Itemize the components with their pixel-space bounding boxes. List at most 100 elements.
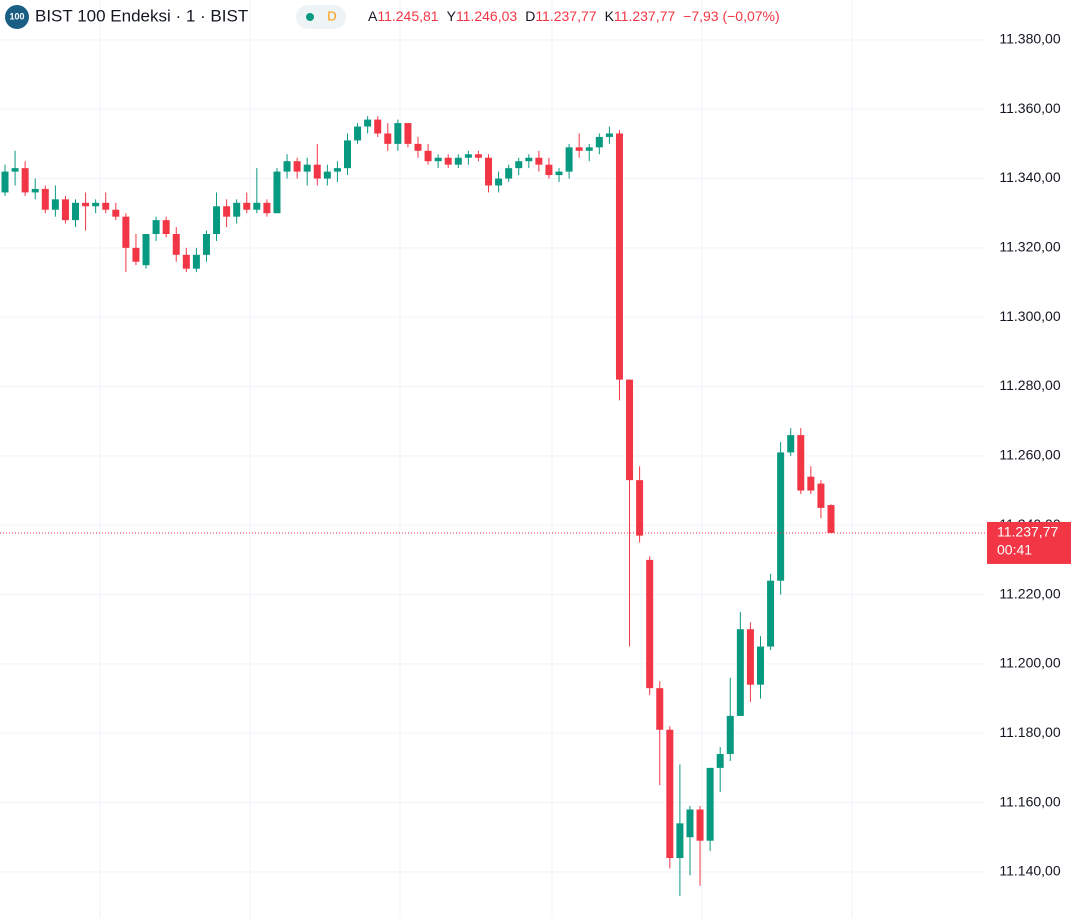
last-price-label: 11.237,77 xyxy=(997,524,1058,540)
y-tick-label: 11.260,00 xyxy=(999,447,1060,463)
candle-body xyxy=(202,234,210,255)
candle-body xyxy=(323,171,331,179)
candle-body xyxy=(333,168,341,172)
candle-body xyxy=(605,133,613,137)
candle-body xyxy=(807,476,815,491)
last-price-tag xyxy=(987,521,1071,564)
legend-header: 100 BIST 100 Endeksi · 1 · BIST D A11.24… xyxy=(5,5,780,29)
candle-body xyxy=(213,206,221,235)
candle-body xyxy=(636,480,644,536)
candle-body xyxy=(31,188,39,193)
candle-body xyxy=(746,629,754,685)
candle-body xyxy=(626,379,634,481)
ohlc-values: A11.245,81 Y11.246,03 D11.237,77 K11.237,77… xyxy=(368,8,780,24)
candle-body xyxy=(797,435,805,491)
symbol-title[interactable]: BIST 100 Endeksi · 1 · BIST xyxy=(35,6,248,25)
price-axis: 11.140,00 11.160,00 11.180,00 11.200,00 11.2… xyxy=(985,0,1071,918)
candle-body xyxy=(122,216,130,248)
candle-body xyxy=(404,123,412,144)
candle-body xyxy=(827,505,835,533)
candle-body xyxy=(444,157,452,165)
candle-body xyxy=(172,234,180,255)
ohlc-key: A xyxy=(368,8,378,24)
candle-body xyxy=(293,161,301,172)
candle-body xyxy=(233,202,241,217)
candle-body xyxy=(535,157,543,165)
candle-body xyxy=(474,154,482,158)
time-grid xyxy=(99,0,853,918)
candle-body xyxy=(585,147,593,151)
candle-body xyxy=(686,809,694,838)
candle-body xyxy=(112,209,120,217)
candle-body xyxy=(313,164,321,179)
candle-body xyxy=(364,119,372,127)
candle-body xyxy=(243,202,251,210)
y-tick-label: 11.360,00 xyxy=(999,100,1060,116)
candle-body xyxy=(787,435,795,453)
candle-body xyxy=(424,150,432,162)
ohlc-value: 11.246,03 xyxy=(456,8,517,24)
y-tick-label: 11.340,00 xyxy=(999,169,1060,185)
grid xyxy=(0,39,985,873)
candle-body xyxy=(273,171,281,214)
candle-body xyxy=(696,809,704,841)
countdown-label: 00:41 xyxy=(997,542,1032,558)
candle-body xyxy=(253,202,261,210)
candle-body xyxy=(525,157,533,162)
y-tick-label: 11.220,00 xyxy=(999,585,1060,601)
candle-body xyxy=(384,133,392,144)
candle-body xyxy=(505,168,513,179)
candle-body xyxy=(706,767,714,841)
candle-body xyxy=(545,164,553,176)
change-label: −7,93 (−0,07%) xyxy=(683,8,780,24)
symbol-icon xyxy=(5,5,29,29)
candle-body xyxy=(1,171,9,193)
candle-body xyxy=(555,171,563,176)
candle-body xyxy=(736,629,744,716)
candle-body xyxy=(726,715,734,755)
candle-body xyxy=(283,161,291,172)
candle-body xyxy=(374,119,382,134)
ohlc-value: 11.245,81 xyxy=(377,8,438,24)
status-label: D xyxy=(327,8,336,23)
candle-body xyxy=(102,202,110,210)
candle-body xyxy=(777,452,785,581)
candle-body xyxy=(575,147,583,151)
ohlc-value: 11.237,77 xyxy=(535,8,596,24)
candle-body xyxy=(51,199,59,210)
y-tick-label: 11.280,00 xyxy=(999,377,1060,393)
candle-body xyxy=(82,202,90,207)
candle-body xyxy=(485,157,493,186)
candle-body xyxy=(434,157,442,162)
y-tick-label: 11.180,00 xyxy=(999,724,1060,740)
candle-body xyxy=(72,202,80,221)
status-dot xyxy=(306,13,314,21)
candle-body xyxy=(646,559,654,689)
candle-body xyxy=(515,161,523,169)
candle-body xyxy=(142,234,150,266)
candle-body xyxy=(817,483,825,508)
candle-body xyxy=(565,147,573,172)
candle-body xyxy=(767,580,775,647)
candles xyxy=(1,116,835,897)
candle-body xyxy=(454,157,462,165)
y-tick-label: 11.160,00 xyxy=(999,793,1060,809)
candle-body xyxy=(343,140,351,169)
candle-body xyxy=(61,199,69,221)
candle-body xyxy=(716,754,724,768)
candle-body xyxy=(132,247,140,262)
ohlc-key: D xyxy=(525,8,535,24)
candle-body xyxy=(756,646,764,685)
candle-body xyxy=(676,823,684,859)
candle-body xyxy=(182,254,190,269)
y-tick-label: 11.300,00 xyxy=(999,308,1060,324)
symbol-icon-label: 100 xyxy=(9,11,24,21)
ohlc-value: 11.237,77 xyxy=(614,8,675,24)
candle-body xyxy=(11,168,19,172)
candle-body xyxy=(354,126,362,141)
candle-body xyxy=(21,168,29,193)
status-pill[interactable] xyxy=(296,5,346,29)
y-tick-label: 11.320,00 xyxy=(999,239,1060,255)
y-tick-label: 11.200,00 xyxy=(999,655,1060,671)
